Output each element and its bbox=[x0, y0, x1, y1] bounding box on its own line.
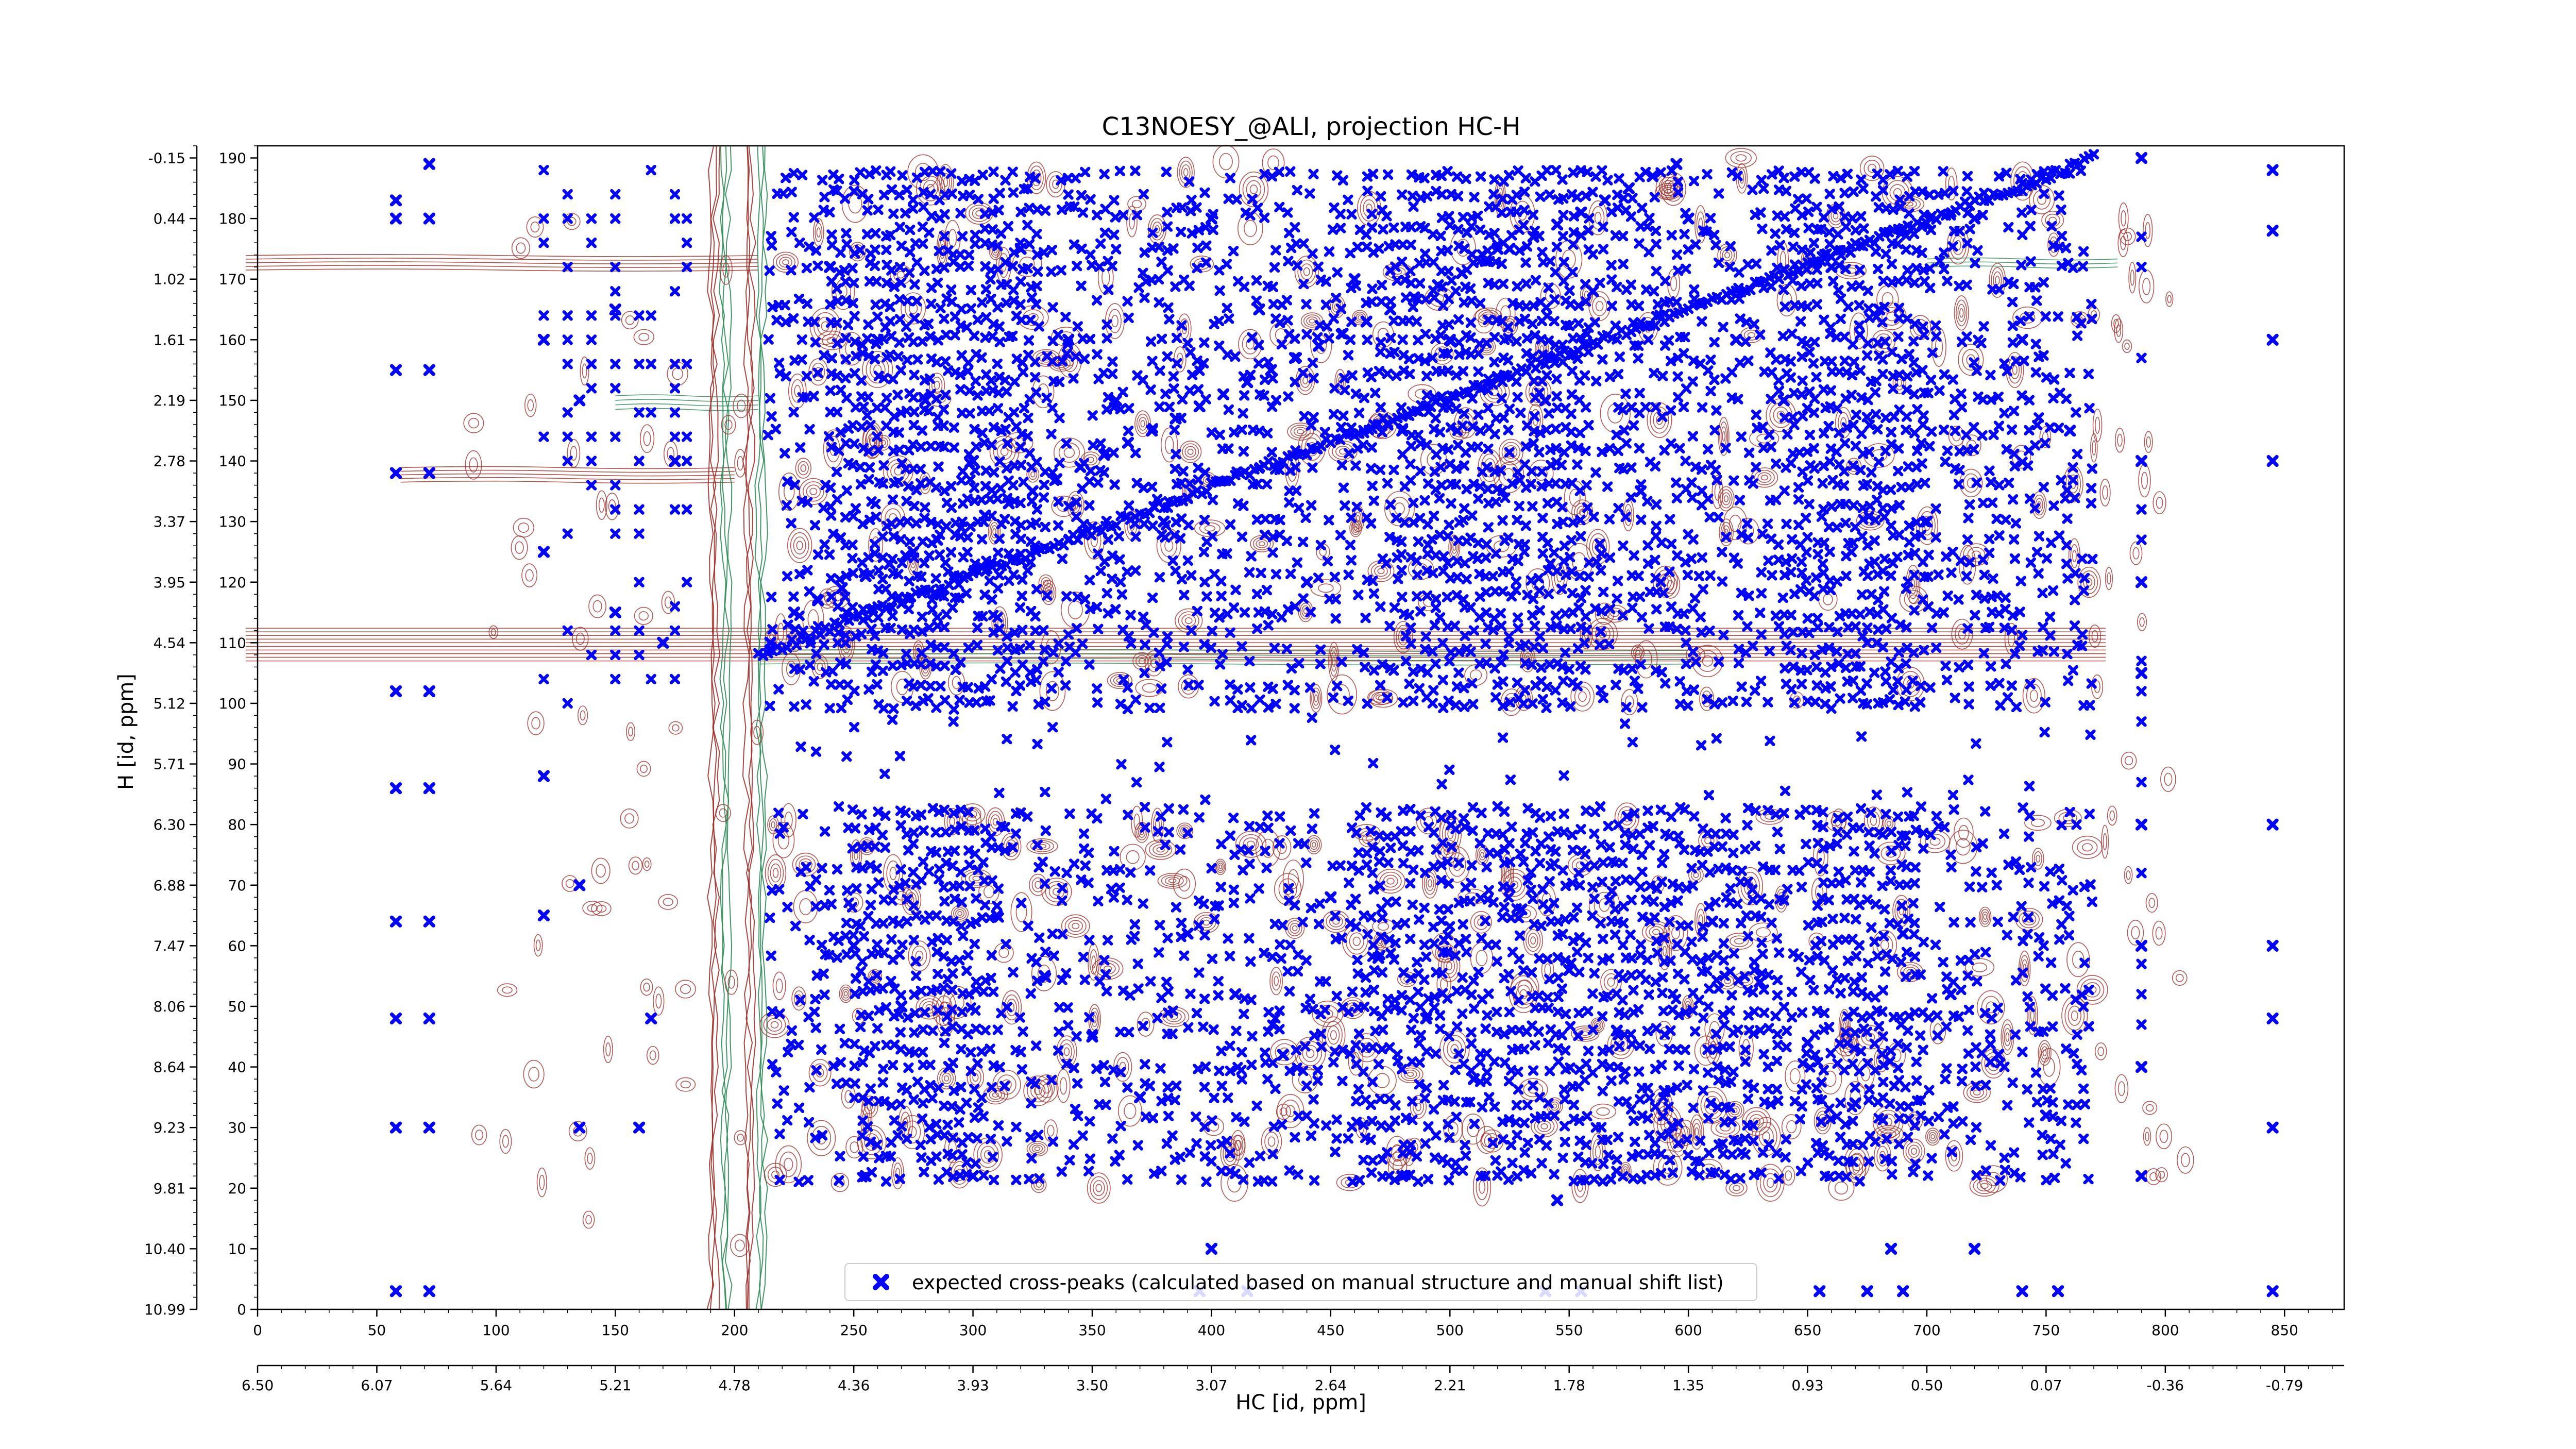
contour-peak bbox=[2031, 848, 2044, 870]
contour-peak bbox=[1969, 1175, 1999, 1197]
contour-peak bbox=[1525, 378, 1552, 407]
contour-peak bbox=[1410, 1095, 1427, 1119]
contour-peak bbox=[1781, 1114, 1802, 1140]
contour-peak bbox=[1859, 156, 1885, 181]
contour-peak bbox=[1725, 148, 1757, 168]
contour-peak bbox=[1160, 427, 1178, 463]
contour-peak bbox=[795, 458, 811, 479]
contour-peak bbox=[1269, 967, 1283, 996]
chart-title: C13NOESY_@ALI, projection HC-H bbox=[1102, 112, 1521, 141]
contour-peak bbox=[1157, 872, 1188, 889]
contour-peak bbox=[839, 984, 853, 1003]
contour-peak bbox=[1953, 817, 1974, 848]
contour-peak bbox=[1039, 671, 1066, 711]
contour-vertical bbox=[718, 145, 733, 1310]
contour-peak bbox=[1691, 645, 1724, 678]
contour-peak bbox=[1026, 1141, 1048, 1157]
contour-peak bbox=[773, 251, 799, 273]
contour-peak bbox=[891, 1157, 904, 1190]
contour-peak bbox=[1276, 1103, 1291, 1120]
contour-peak bbox=[1087, 1172, 1111, 1204]
contour-peak bbox=[1978, 906, 1992, 928]
contour-peak bbox=[1699, 686, 1715, 711]
contour-band bbox=[245, 254, 759, 272]
contour-peak bbox=[845, 1136, 863, 1159]
contour-band bbox=[400, 466, 735, 484]
contour-peak bbox=[1056, 1069, 1071, 1103]
contour-vertical bbox=[706, 145, 721, 1310]
contour-peak bbox=[1238, 211, 1263, 245]
